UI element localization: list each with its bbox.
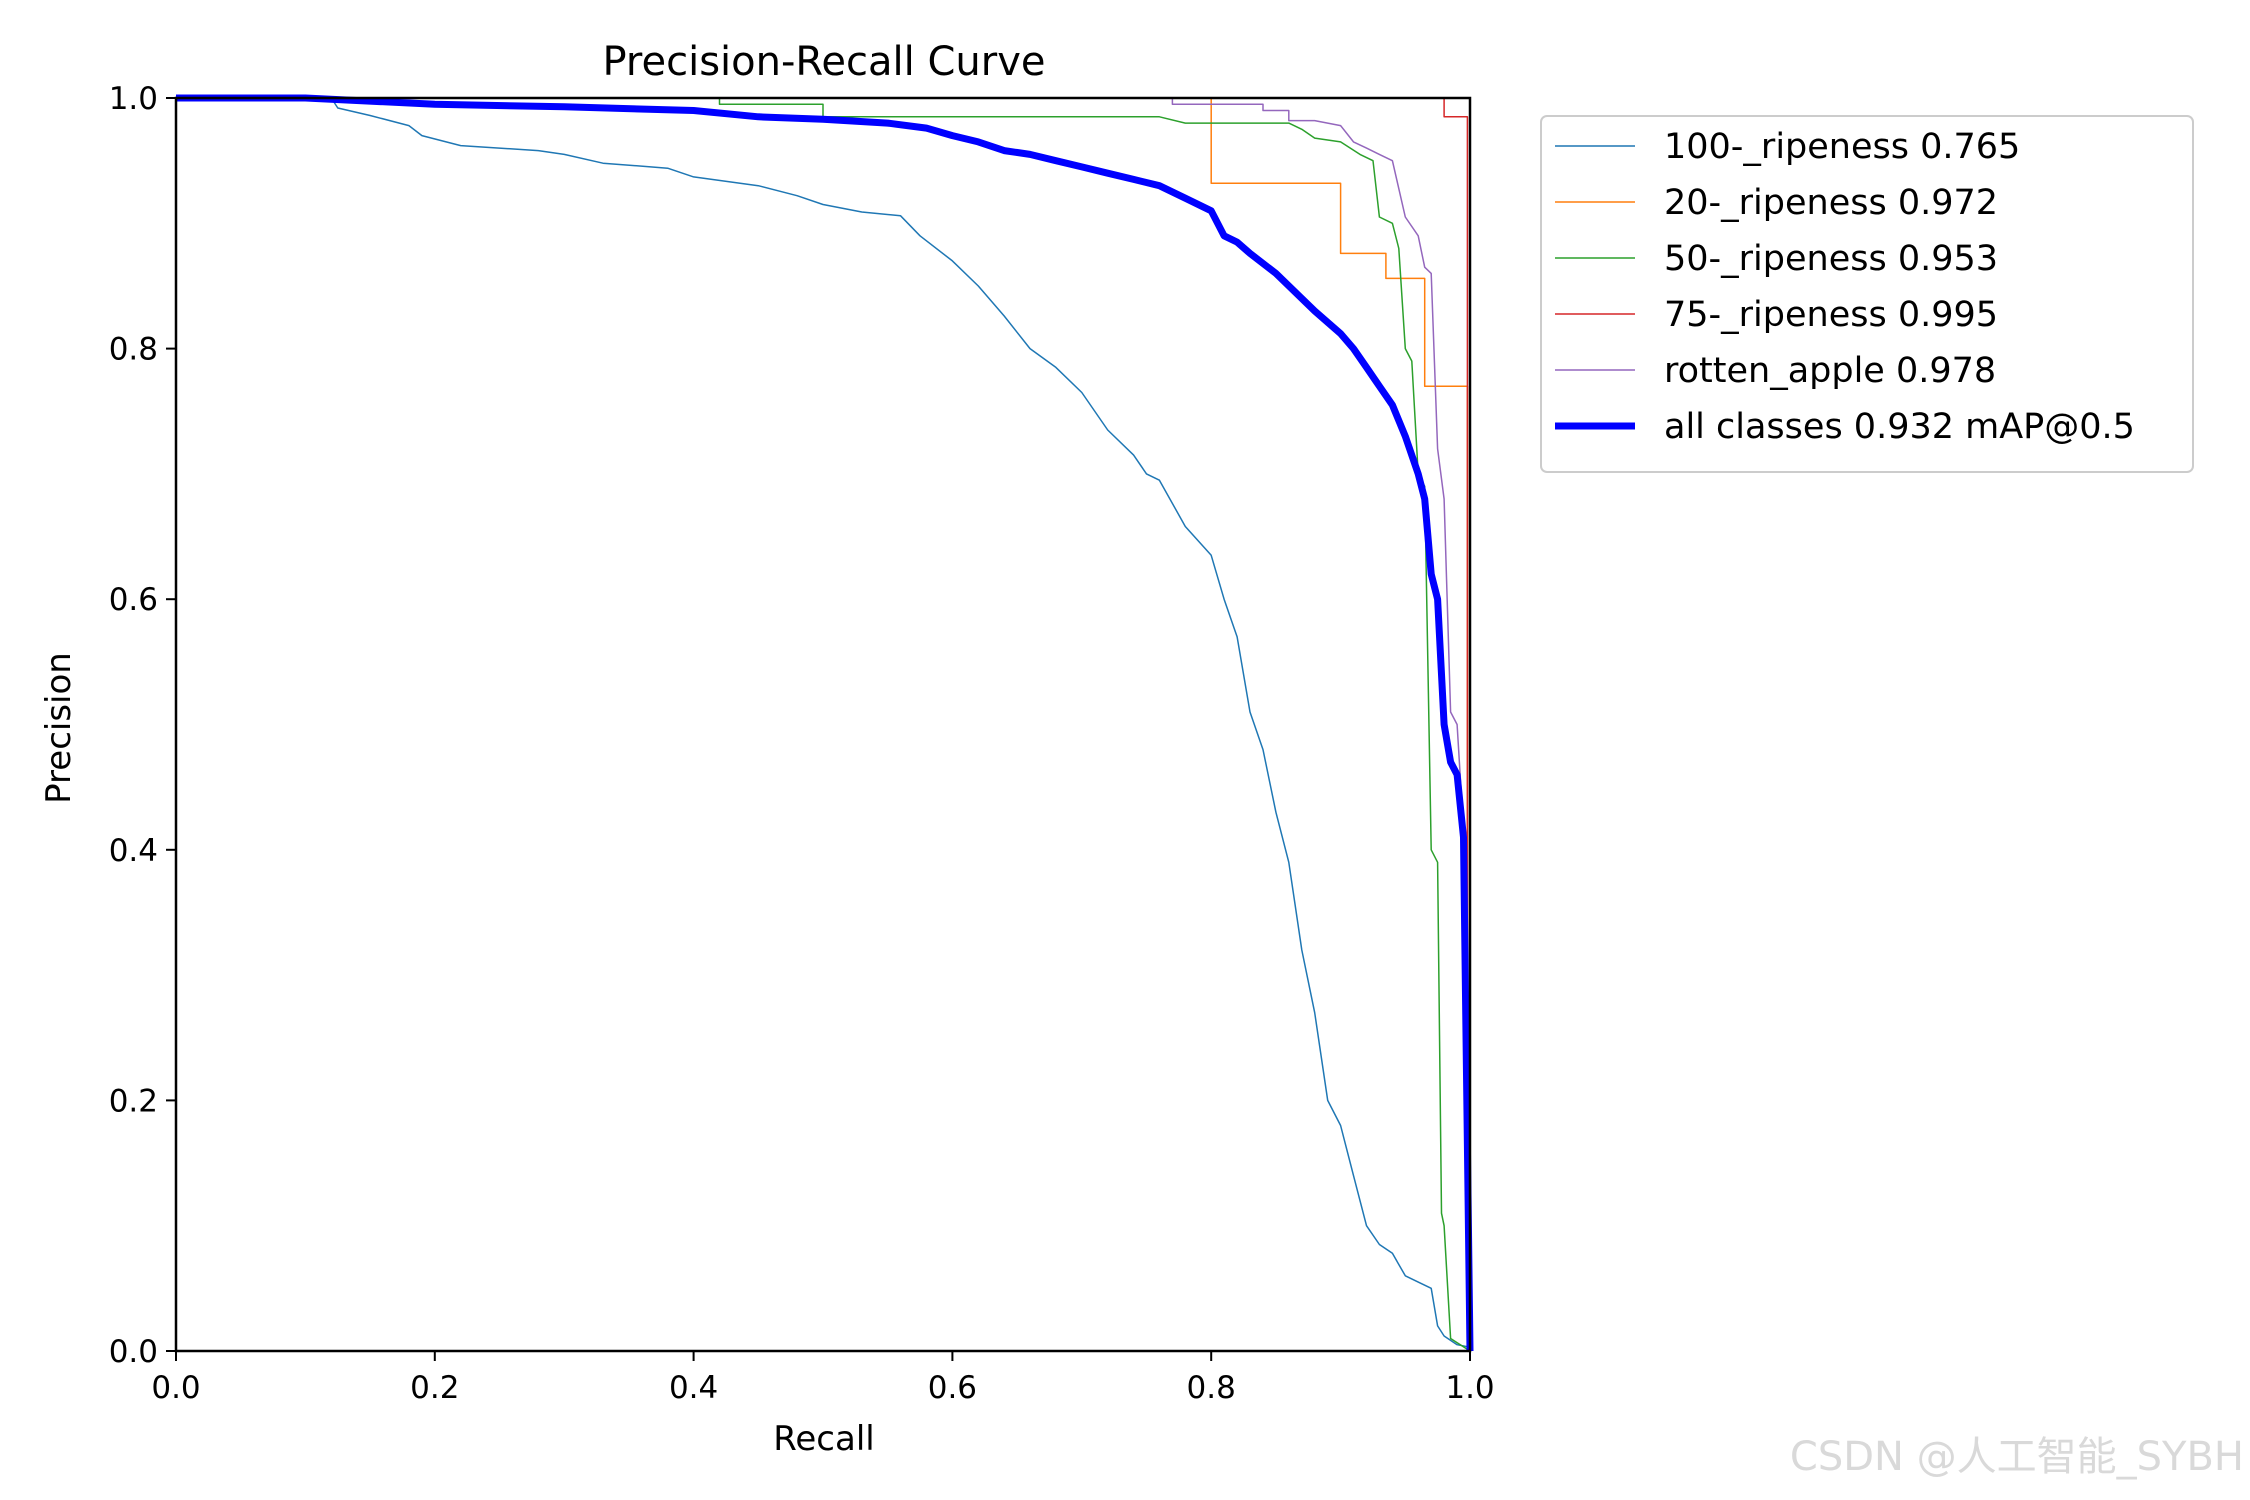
- x-tick-label: 0.4: [669, 1370, 718, 1406]
- x-axis: 0.0 0.2 0.4 0.6 0.8 1.0: [151, 1351, 1495, 1406]
- y-tick-label: 0.4: [109, 833, 158, 869]
- y-tick-label: 1.0: [109, 81, 158, 117]
- series-line-0: [176, 97, 1471, 1348]
- series-line-4: [176, 97, 1471, 1352]
- legend: 100-_ripeness 0.765 20-_ripeness 0.972 50-…: [1540, 115, 2194, 473]
- x-tick-label: 0.6: [928, 1370, 977, 1406]
- legend-label-0: 100-_ripeness 0.765: [1664, 127, 2020, 167]
- x-tick-label: 0.8: [1187, 1370, 1236, 1406]
- plot-frame: [174, 96, 1472, 1353]
- legend-label-4: rotten_apple 0.978: [1664, 351, 1996, 391]
- legend-label-2: 50-_ripeness 0.953: [1664, 239, 1998, 279]
- series-line-1: [176, 97, 1469, 1351]
- y-tick-label: 0.6: [109, 582, 158, 618]
- series-line-2: [176, 97, 1471, 1352]
- legend-label-3: 75-_ripeness 0.995: [1664, 295, 1998, 335]
- y-tick-label: 0.8: [109, 332, 158, 368]
- watermark: CSDN @人工智能_SYBH: [1789, 1434, 2244, 1480]
- y-axis: 0.0 0.2 0.4 0.6 0.8 1.0: [109, 81, 176, 1370]
- x-tick-label: 0.2: [410, 1370, 459, 1406]
- y-tick-label: 0.2: [109, 1083, 158, 1119]
- x-tick-label: 0.0: [151, 1370, 200, 1406]
- legend-box: [1540, 115, 2194, 473]
- series-line-5: [176, 94, 1474, 1352]
- y-axis-label: Precision: [39, 652, 79, 804]
- x-tick-label: 1.0: [1445, 1370, 1494, 1406]
- y-tick-label: 0.0: [109, 1334, 158, 1370]
- x-axis-label: Recall: [773, 1419, 874, 1459]
- legend-label-1: 20-_ripeness 0.972: [1664, 183, 1998, 223]
- chart-title: Precision-Recall Curve: [603, 39, 1046, 85]
- legend-label-5: all classes 0.932 mAP@0.5: [1664, 407, 2135, 447]
